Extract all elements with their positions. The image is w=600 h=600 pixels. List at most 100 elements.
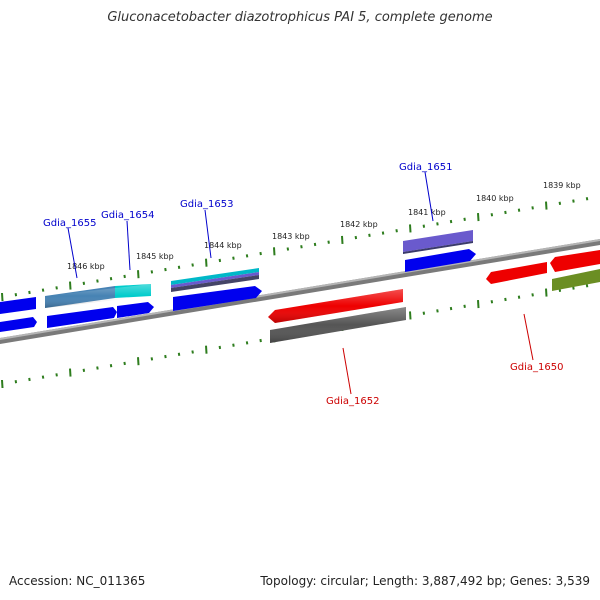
scale-minor-tick (585, 284, 589, 288)
scale-major-tick (545, 201, 548, 210)
scale-minor-tick (381, 231, 385, 235)
gene-label-gdia-1655[interactable]: Gdia_1655 (43, 218, 96, 229)
scale-major-tick (545, 288, 548, 297)
scale-minor-tick (259, 251, 262, 256)
scale-minor-tick (436, 309, 439, 313)
scale-major-tick (273, 247, 276, 256)
scale-minor-tick (41, 288, 45, 292)
scale-minor-tick (463, 304, 466, 308)
scale-minor-tick (55, 373, 58, 377)
gene-feature (552, 269, 600, 291)
scale-label-1839: 1839 kbp (543, 181, 581, 190)
forward-genes-inner[interactable] (0, 249, 476, 332)
scale-major-tick (409, 311, 412, 320)
scale-major-tick (1, 292, 4, 302)
scale-label-1845: 1845 kbp (136, 252, 174, 261)
scale-minor-tick (191, 263, 194, 267)
gene-label-gdia-1650[interactable]: Gdia_1650 (510, 362, 563, 373)
scale-major-tick (477, 212, 480, 222)
scale-minor-tick (490, 300, 494, 304)
scale-labels: 1846 kbp 1845 kbp 1844 kbp 1843 kbp 1842… (67, 181, 581, 271)
scale-minor-tick (286, 247, 290, 251)
map-title: Gluconacetobacter diazotrophicus PAI 5, … (107, 10, 493, 25)
scale-minor-tick (245, 341, 249, 345)
gene-feature (403, 230, 473, 252)
scale-minor-tick (463, 217, 466, 221)
scale-minor-tick (96, 366, 99, 370)
scale-major-tick (205, 345, 208, 354)
gene-label-gdia-1652[interactable]: Gdia_1652 (326, 396, 379, 407)
scale-minor-tick (96, 279, 99, 283)
scale-label-1844: 1844 kbp (204, 241, 242, 250)
scale-minor-tick (28, 377, 31, 382)
scale-minor-tick (41, 375, 45, 379)
scale-minor-tick (436, 222, 439, 226)
label-leaders (67, 171, 534, 395)
scale-minor-tick (354, 235, 358, 240)
scale-minor-tick (164, 267, 167, 272)
scale-minor-tick (14, 293, 18, 297)
gene-feature (0, 297, 36, 314)
scale-major-tick (137, 357, 140, 366)
scale-minor-tick (585, 197, 589, 201)
scale-label-1843: 1843 kbp (272, 232, 310, 241)
scale-major-tick (205, 258, 208, 267)
scale-minor-tick (517, 295, 521, 299)
scale-minor-tick (259, 338, 262, 343)
gene-feature (550, 250, 600, 272)
scale-minor-tick (55, 286, 58, 290)
scale-minor-tick (449, 219, 453, 224)
gene-label-gdia-1651[interactable]: Gdia_1651 (399, 162, 452, 173)
scale-minor-tick (28, 290, 31, 295)
scale-minor-tick (300, 245, 303, 249)
gene-feature (405, 249, 476, 272)
scale-minor-tick (109, 364, 113, 368)
scale-minor-tick (572, 286, 575, 290)
scale-minor-tick (232, 343, 235, 347)
scale-label-1840: 1840 kbp (476, 194, 514, 203)
scale-minor-tick (504, 297, 507, 302)
scale-minor-tick (517, 208, 521, 212)
scale-minor-tick (558, 201, 562, 205)
scale-major-tick (69, 281, 72, 290)
scale-major-tick (341, 235, 344, 244)
scale-minor-tick (82, 368, 86, 372)
gene-feature (0, 317, 37, 332)
gene-feature (171, 272, 259, 288)
scale-minor-tick (368, 233, 371, 237)
scale-minor-tick (422, 224, 426, 228)
scale-major-tick (1, 379, 4, 389)
gene-feature (117, 302, 154, 318)
scale-minor-tick (313, 242, 317, 247)
scale-minor-tick (395, 229, 398, 233)
scale-minor-tick (232, 256, 235, 260)
gene-label-gdia-1653[interactable]: Gdia_1653 (180, 199, 233, 210)
scale-minor-tick (327, 240, 330, 244)
scale-minor-tick (82, 281, 86, 285)
gene-label-gdia-1654[interactable]: Gdia_1654 (101, 210, 154, 221)
scale-label-1842: 1842 kbp (340, 220, 378, 229)
scale-minor-tick (245, 254, 249, 258)
gene-feature (403, 241, 473, 254)
scale-minor-tick (191, 350, 194, 354)
scale-minor-tick (422, 311, 426, 315)
scale-major-tick (137, 270, 140, 279)
scale-minor-tick (109, 277, 113, 281)
gene-feature (47, 307, 117, 328)
accession-text: Accession: NC_011365 (9, 574, 146, 588)
scale-minor-tick (218, 258, 222, 263)
scale-ticks-upper (1, 197, 589, 302)
scale-major-tick (477, 299, 480, 309)
gene-feature (486, 262, 547, 284)
gene-feature (171, 268, 259, 285)
scale-minor-tick (218, 345, 222, 350)
scale-minor-tick (449, 306, 453, 311)
scale-major-tick (69, 368, 72, 377)
scale-label-1846: 1846 kbp (67, 262, 105, 271)
scale-minor-tick (531, 293, 534, 297)
scale-minor-tick (572, 199, 575, 203)
scale-minor-tick (150, 270, 154, 274)
gene-shading (45, 284, 406, 343)
scale-minor-tick (177, 265, 181, 269)
